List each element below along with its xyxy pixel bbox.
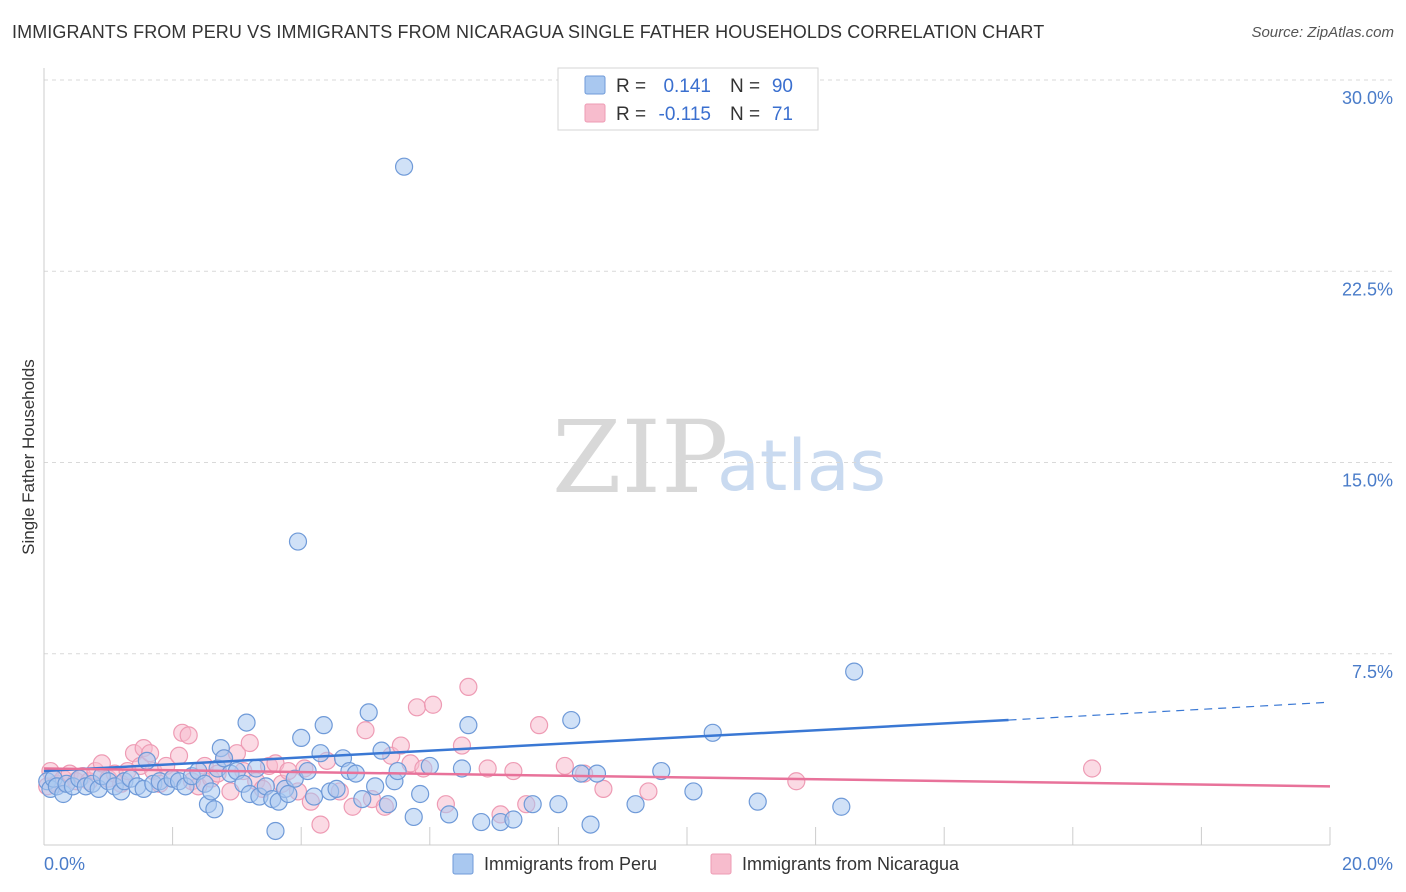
peru-point [452,759,472,778]
peru-point [562,710,581,730]
peru-point [504,810,523,829]
nicaragua-point [594,779,613,799]
trend-lines [43,701,1331,788]
peru-point [247,759,266,778]
peru-point [359,703,378,722]
peru-point [202,782,221,801]
nicaragua-point [555,756,574,776]
axis-layer [43,68,1331,846]
y-tick-label: 7.5% [1352,662,1393,682]
series-legend-swatch-peru [452,853,474,875]
watermark-atlas: atlas [717,425,886,507]
peru-point [292,728,311,748]
chart-title: IMMIGRANTS FROM PERU VS IMMIGRANTS FROM … [12,22,1045,42]
nicaragua-point [530,716,549,735]
nicaragua-point [391,736,410,755]
peru-point [394,157,414,176]
legend-peru-r-value: 0.141 [663,76,711,97]
peru-point [439,805,459,824]
peru-point [523,795,542,814]
nicaragua-point [169,746,189,765]
y-tick-labels: 7.5% 15.0% 22.5% 30.0% [1342,88,1393,682]
legend-swatch-nicaragua [584,103,606,123]
peru-point [372,741,391,760]
peru-point [748,792,767,811]
nicaragua-point [423,695,443,714]
legend-nicaragua-n-value: 71 [772,104,793,125]
peru-point [845,662,864,681]
peru-point [304,787,324,806]
nicaragua-point [504,761,523,781]
nicaragua-point [639,782,658,801]
x-tick-label-min: 0.0% [44,854,85,874]
peru-point [266,821,285,841]
y-axis-label: Single Father Households [19,359,38,555]
peru-point [388,761,407,781]
legend-peru-r-label: R = [616,76,646,97]
peru-point [404,807,423,827]
peru-point [378,795,398,814]
peru-point [279,784,298,804]
legend-nicaragua-r-value: -0.115 [659,104,711,125]
series-legend: Immigrants from Peru Immigrants from Nic… [452,853,960,875]
peru-point [366,777,385,796]
series-legend-swatch-nicaragua [710,853,732,875]
peru-point [626,795,645,814]
series-legend-label-peru: Immigrants from Peru [484,854,657,874]
peru-point [214,749,234,768]
peru-point [411,784,430,804]
peru-trend-line [43,718,1009,773]
peru-point [549,795,568,814]
nicaragua-point [407,698,427,717]
peru-point [420,756,439,776]
grid-layer [44,79,1393,655]
legend-peru-n-value: 90 [772,76,793,97]
series-legend-label-nicaragua: Immigrants from Nicaragua [742,854,960,874]
peru-point [237,713,256,732]
stats-legend: R = 0.141 N = 90 R = -0.115 N = 71 [557,67,819,131]
peru-point [288,532,308,551]
nicaragua-points [38,677,1102,834]
nicaragua-trend-line [43,767,1331,788]
nicaragua-point [452,736,472,755]
peru-point [472,812,491,832]
watermark: ZIP atlas [552,399,886,516]
nicaragua-point [311,815,330,834]
peru-point [684,782,703,801]
y-tick-label: 15.0% [1342,471,1393,491]
nicaragua-point [356,721,375,740]
nicaragua-point [240,733,259,753]
x-tick-label-max: 20.0% [1342,854,1393,874]
nicaragua-point [1082,759,1102,778]
peru-point [832,797,851,816]
peru-point [571,764,591,783]
nicaragua-point [787,772,806,791]
y-tick-label: 30.0% [1342,88,1393,108]
peru-point [205,800,224,819]
source-credit: Source: ZipAtlas.com [1251,24,1394,41]
legend-nicaragua-n-label: N = [730,104,760,125]
peru-point [327,779,346,799]
legend-peru-n-label: N = [730,76,760,97]
peru-point [703,723,722,742]
peru-point [353,789,372,809]
peru-point [459,716,478,735]
peru-point [587,764,607,783]
nicaragua-point [179,726,198,745]
peru-point [311,744,330,763]
y-tick-label: 22.5% [1342,279,1393,299]
peru-points [38,157,864,841]
peru-point [581,815,600,834]
legend-swatch-peru [584,75,606,95]
nicaragua-point [478,759,497,778]
peru-point [314,716,333,735]
nicaragua-point [459,677,478,697]
watermark-zip: ZIP [552,399,728,516]
legend-nicaragua-r-label: R = [616,104,646,125]
peru-point [652,761,671,781]
peru-trend-extension [1008,701,1331,721]
